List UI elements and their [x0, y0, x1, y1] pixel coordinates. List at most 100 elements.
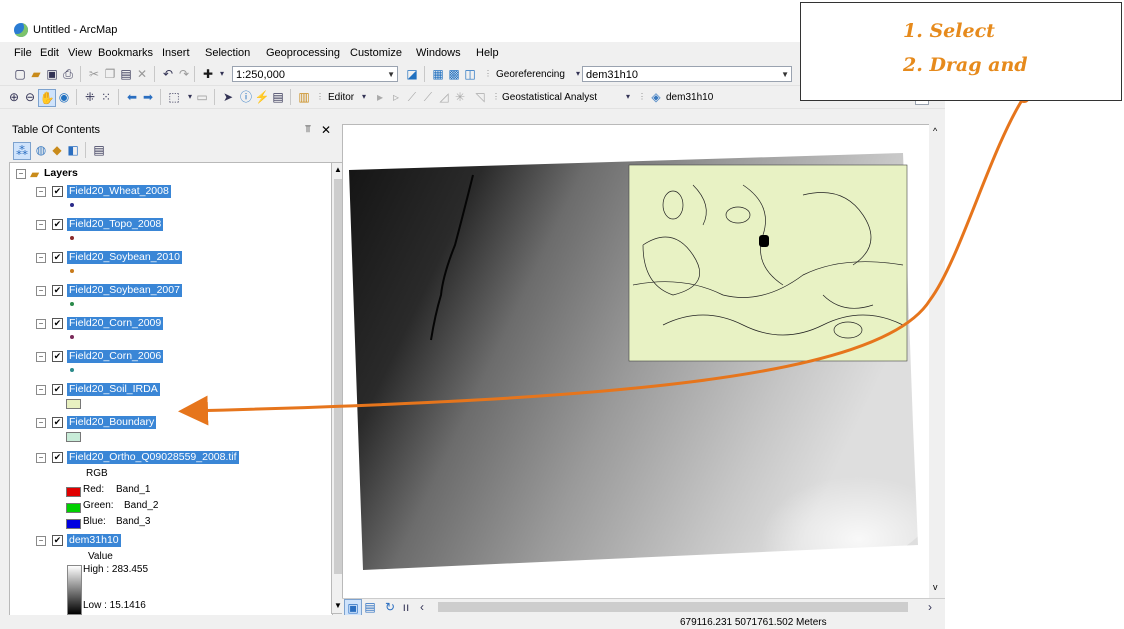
- toolbar-grip-icon[interactable]: ⋮: [484, 69, 492, 78]
- pin-icon[interactable]: ⫪: [305, 124, 311, 135]
- print-icon[interactable]: ⎙: [63, 67, 73, 81]
- split-icon[interactable]: ✳: [454, 90, 466, 104]
- scroll-left-icon[interactable]: ‹: [420, 600, 424, 614]
- map-canvas[interactable]: [343, 125, 941, 599]
- select-features-icon[interactable]: ⬚: [168, 90, 180, 104]
- paste-icon[interactable]: ▤: [120, 67, 132, 81]
- attributes-icon[interactable]: ◹: [475, 90, 485, 104]
- collapse-icon[interactable]: −: [36, 253, 46, 263]
- chevron-down-icon[interactable]: ▾: [575, 69, 580, 78]
- layer-name[interactable]: Field20_Wheat_2008: [67, 185, 171, 198]
- straight-segment-icon[interactable]: ⟋: [407, 90, 417, 104]
- zoom-in-icon[interactable]: ⊕: [8, 90, 20, 104]
- add-data-icon[interactable]: ✚: [202, 67, 214, 81]
- georeferencing-label[interactable]: Georeferencing: [496, 69, 565, 80]
- chevron-down-icon[interactable]: ▾: [361, 92, 366, 101]
- editor-label[interactable]: Editor: [328, 92, 355, 103]
- layout-view-icon[interactable]: ▤: [364, 600, 376, 614]
- collapse-icon[interactable]: −: [36, 187, 46, 197]
- menu-selection[interactable]: Selection: [205, 47, 251, 59]
- collapse-icon[interactable]: −: [36, 220, 46, 230]
- layer-row[interactable]: − ✔ Field20_Soil_IRDA: [10, 383, 310, 398]
- list-by-source-icon[interactable]: ◍: [35, 143, 47, 157]
- list-by-visibility-icon[interactable]: ◆: [52, 143, 62, 157]
- trace-icon[interactable]: ⟋: [423, 90, 433, 104]
- collapse-icon[interactable]: −: [36, 286, 46, 296]
- open-folder-icon[interactable]: ▰: [31, 67, 41, 81]
- layer-name[interactable]: Field20_Corn_2009: [67, 317, 164, 330]
- geostatistical-analyst-label[interactable]: Geostatistical Analyst: [502, 92, 598, 103]
- html-popup-icon[interactable]: ▤: [272, 90, 284, 104]
- undo-icon[interactable]: ↶: [162, 67, 174, 81]
- menu-file[interactable]: File: [14, 47, 32, 59]
- list-by-drawing-order-icon[interactable]: ⁂: [13, 142, 31, 160]
- map-scale-combo[interactable]: 1:250,000 ▼: [232, 66, 398, 82]
- edit-tool-icon[interactable]: ▸: [376, 90, 384, 104]
- scroll-up-icon[interactable]: ▲: [334, 165, 342, 174]
- options-icon[interactable]: ▤: [93, 143, 105, 157]
- ortho-layer-name[interactable]: Field20_Ortho_Q09028559_2008.tif: [67, 451, 239, 464]
- layer-row[interactable]: − ✔ Field20_Topo_2008: [10, 218, 310, 233]
- edit-annotation-icon[interactable]: ▹: [392, 90, 400, 104]
- layer-visibility-checkbox[interactable]: ✔: [52, 219, 63, 230]
- fixed-zoom-out-icon[interactable]: ⁙: [100, 90, 112, 104]
- scroll-down-icon[interactable]: ▼: [334, 601, 342, 610]
- chevron-down-icon[interactable]: ▾: [625, 92, 630, 101]
- georeferencing-layer-combo[interactable]: dem31h10 ▼: [582, 66, 792, 82]
- new-document-icon[interactable]: ▢: [14, 67, 26, 81]
- layer-name[interactable]: Field20_Soil_IRDA: [67, 383, 160, 396]
- collapse-icon[interactable]: −: [36, 453, 46, 463]
- full-extent-globe-icon[interactable]: ◉: [58, 90, 70, 104]
- layers-group-row[interactable]: − ▰ Layers: [14, 167, 314, 182]
- collapse-icon[interactable]: −: [16, 169, 26, 179]
- identify-icon[interactable]: ⓘ: [239, 90, 252, 104]
- layer-visibility-checkbox[interactable]: ✔: [52, 384, 63, 395]
- layer-visibility-checkbox[interactable]: ✔: [52, 452, 63, 463]
- layer-visibility-checkbox[interactable]: ✔: [52, 417, 63, 428]
- fixed-zoom-in-icon[interactable]: ⁜: [84, 90, 96, 104]
- layer-visibility-checkbox[interactable]: ✔: [52, 318, 63, 329]
- layer-name[interactable]: Field20_Corn_2006: [67, 350, 164, 363]
- refresh-icon[interactable]: ↻: [384, 600, 396, 614]
- data-view-icon[interactable]: ▣: [344, 599, 362, 617]
- menu-bookmarks[interactable]: Bookmarks: [98, 47, 154, 59]
- editor-toolbar-icon[interactable]: ◪: [406, 67, 418, 81]
- search-window-icon[interactable]: ◫: [464, 67, 476, 81]
- menu-insert[interactable]: Insert: [162, 47, 190, 59]
- layer-row[interactable]: − ✔ Field20_Corn_2006: [10, 350, 310, 365]
- chevron-down-icon[interactable]: ▾: [187, 92, 192, 101]
- select-elements-arrow-icon[interactable]: ➤: [222, 90, 234, 104]
- scroll-up-icon[interactable]: ^: [933, 126, 938, 136]
- toolbar-grip-icon[interactable]: ⋮: [638, 92, 646, 101]
- dem-layer-name[interactable]: dem31h10: [67, 534, 121, 547]
- collapse-icon[interactable]: −: [36, 418, 46, 428]
- layer-visibility-checkbox[interactable]: ✔: [52, 285, 63, 296]
- zoom-out-icon[interactable]: ⊖: [24, 90, 36, 104]
- menu-help[interactable]: Help: [476, 47, 499, 59]
- toc-scroll-thumb[interactable]: [334, 179, 343, 574]
- chevron-down-icon[interactable]: ▾: [219, 69, 224, 78]
- map-horizontal-scroll-thumb[interactable]: [438, 602, 908, 612]
- layer-visibility-checkbox[interactable]: ✔: [52, 535, 63, 546]
- collapse-icon[interactable]: −: [36, 352, 46, 362]
- layer-visibility-checkbox[interactable]: ✔: [52, 252, 63, 263]
- scroll-right-icon[interactable]: ›: [928, 600, 932, 614]
- collapse-icon[interactable]: −: [36, 319, 46, 329]
- layer-visibility-checkbox[interactable]: ✔: [52, 186, 63, 197]
- toolbar-grip-icon[interactable]: ⋮: [316, 92, 324, 101]
- close-icon[interactable]: ✕: [321, 123, 332, 137]
- collapse-icon[interactable]: −: [36, 536, 46, 546]
- ortho-layer-row[interactable]: − ✔ Field20_Ortho_Q09028559_2008.tif: [10, 451, 330, 466]
- menu-geoprocessing[interactable]: Geoprocessing: [266, 47, 340, 59]
- geostatistical-layer-value[interactable]: dem31h10: [666, 92, 714, 103]
- layer-row[interactable]: − ✔ Field20_Boundary: [10, 416, 310, 431]
- pan-hand-icon[interactable]: ✋: [38, 89, 56, 107]
- scroll-down-icon[interactable]: v: [933, 582, 938, 592]
- save-icon[interactable]: ▣: [46, 67, 58, 81]
- go-to-xy-icon[interactable]: ▥: [298, 90, 310, 104]
- layer-row[interactable]: − ✔ Field20_Soybean_2010: [10, 251, 310, 266]
- back-extent-icon[interactable]: ⬅: [126, 90, 138, 104]
- table-of-contents-icon[interactable]: ▦: [432, 67, 444, 81]
- toolbar-grip-icon[interactable]: ⋮: [492, 92, 500, 101]
- hyperlink-icon[interactable]: ⚡: [254, 90, 270, 104]
